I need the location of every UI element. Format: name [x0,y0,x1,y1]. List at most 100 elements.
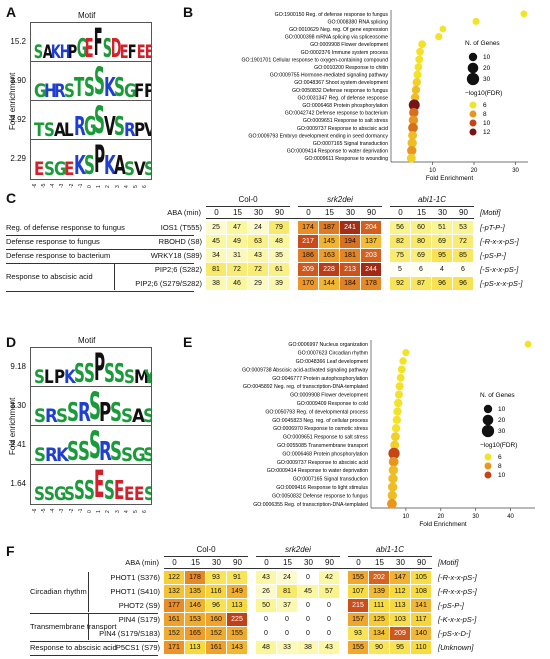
genotype-header: srk2dei [285,545,311,554]
heatmap-cell: 69 [411,249,431,262]
heatmap-cell: 203 [361,249,381,262]
go-term-point [390,440,400,450]
heatmap-cell: 209 [298,263,318,276]
heatmap-cell: 96 [432,277,452,290]
motif-letter: F [133,80,145,101]
heatmap-cell: 48 [256,641,276,654]
motif-letter: G [83,111,97,140]
motif-letter: S [43,158,55,179]
go-term-label: GO:1901701 Cellular response to oxygen-c… [242,57,389,63]
x-axis-label: Fold Enrichment [419,521,467,528]
go-term-label: GO:0009414 Response to water deprivation [267,468,368,474]
go-term-label: GO:0010200 Response to chitin [314,65,388,71]
size-legend-label: 10 [498,406,506,413]
heatmap-cell: 157 [348,613,368,626]
heatmap-cell: 81 [206,263,226,276]
heatmap-cell: 178 [361,277,381,290]
motif-letter: S [113,72,125,101]
motif-letter: F [93,23,103,62]
motif-letter: R [44,444,58,465]
genotype-header: abi1-1C [375,545,404,554]
heatmap-cell: 24 [248,221,268,234]
fold-enrichment-value: 15.2 [10,36,26,46]
heatmap-cell: 111 [369,599,389,612]
go-term-label: GO:0009755 Hormone-mediated signaling pa… [270,73,389,79]
go-term-label: GO:0009611 Response to wounding [304,156,388,162]
motif-letter: K [103,72,116,101]
heatmap-cell: 0 [277,613,297,626]
color-legend-dot [484,462,492,470]
go-term-label: GO:0006997 Nucleus organization [288,342,368,348]
motif-letter: R [44,405,58,426]
go-term-point [396,373,405,382]
heatmap-cell: 202 [369,571,389,584]
heatmap-cell: 80 [411,235,431,248]
go-term-point [387,498,397,509]
motif-letter: S [63,80,75,101]
heatmap-cell: 152 [164,627,184,640]
go-term-point [388,447,400,460]
motif-letter: S [121,405,134,426]
motif-letter: S [73,475,85,503]
motif-letter: E [33,158,45,179]
timepoint-header: 30 [254,208,263,217]
motif-letter: G [53,483,67,504]
motif-letter: R [73,111,86,140]
go-bubble-chart-b: 10 20 30 Fold Enrichment GO:1900150 Reg. of … [242,10,528,182]
color-legend-dot [484,453,492,461]
heatmap-cell: 25 [206,221,226,234]
heatmap-cell: 43 [319,641,339,654]
go-term-label: GO:0009414 Response to water deprivation [287,149,388,155]
motif-letter: E [119,41,129,62]
heatmap-cell: 48 [269,235,289,248]
timepoint-header: 15 [283,558,292,567]
heatmap-cell: 50 [256,599,276,612]
size-legend-dot [483,404,493,414]
motif-letter: E [133,483,145,504]
go-term-point [412,78,421,87]
size-legend-title: N. of Genes [465,40,500,47]
size-legend-label: 20 [498,417,506,424]
motif-position-label: -3 [59,508,66,513]
motif-position-label: 2 [105,185,112,188]
motif-letter: A [42,41,53,62]
category-separator [6,235,194,236]
heatmap-cell: 113 [227,599,247,612]
heatmap-cell: 43 [256,571,276,584]
go-term-point [524,340,532,348]
go-term-label: GO:0046777 Protein autophosphorylation [272,376,368,382]
heatmap-cell: 112 [390,585,410,598]
gene-site-label: PIP2;6 (S279/S282) [135,279,202,288]
motif-letter: S [83,358,95,387]
color-legend-dot [484,471,492,479]
motif-letter: S [77,436,90,465]
go-term-label: GO:0009738 Abscisic acid-activated signa… [242,367,368,373]
motif-position-label: -1 [77,183,84,188]
timepoint-header: 90 [417,558,426,567]
heatmap-cell: 43 [248,249,268,262]
go-term-label: GO:0007623 Circadian rhythm [298,351,368,357]
motif-letter: S [66,436,79,465]
heatmap-cell: 125 [369,613,389,626]
size-legend-title: N. of Genes [480,392,515,399]
heatmap-cell: 37 [277,599,297,612]
go-term-label: GO:0009908 Flower development [290,393,368,399]
motif-letter: F [128,41,137,62]
category-separator [30,613,158,614]
heatmap-cell: 26 [256,585,276,598]
motif-label: [-K-x-x-pS-] [438,615,477,624]
genotype-header: Col-0 [238,195,258,204]
motif-letter: E [136,41,146,62]
motif-logo-row: SAKHPGEFSDEFEE [31,23,151,62]
gene-site-label: PHOT1 (S410) [110,587,160,596]
go-term-label: GO:0031347 Reg. of defense response [297,95,388,101]
motif-letter: R [99,436,113,465]
heatmap-cell: 137 [361,235,381,248]
heatmap-cell: 178 [185,571,205,584]
phospho-heatmap-c: Col-0 srk2dei abi1-1C ABA (min) 0 15 30 90 0 15 30… [0,195,550,330]
timepoint-header: 0 [172,558,177,567]
gene-site-label: PIP2;6 (S282) [154,265,202,274]
heatmap-cell: 174 [298,221,318,234]
timepoint-header: 15 [325,208,334,217]
motif-letter: S [33,41,44,62]
